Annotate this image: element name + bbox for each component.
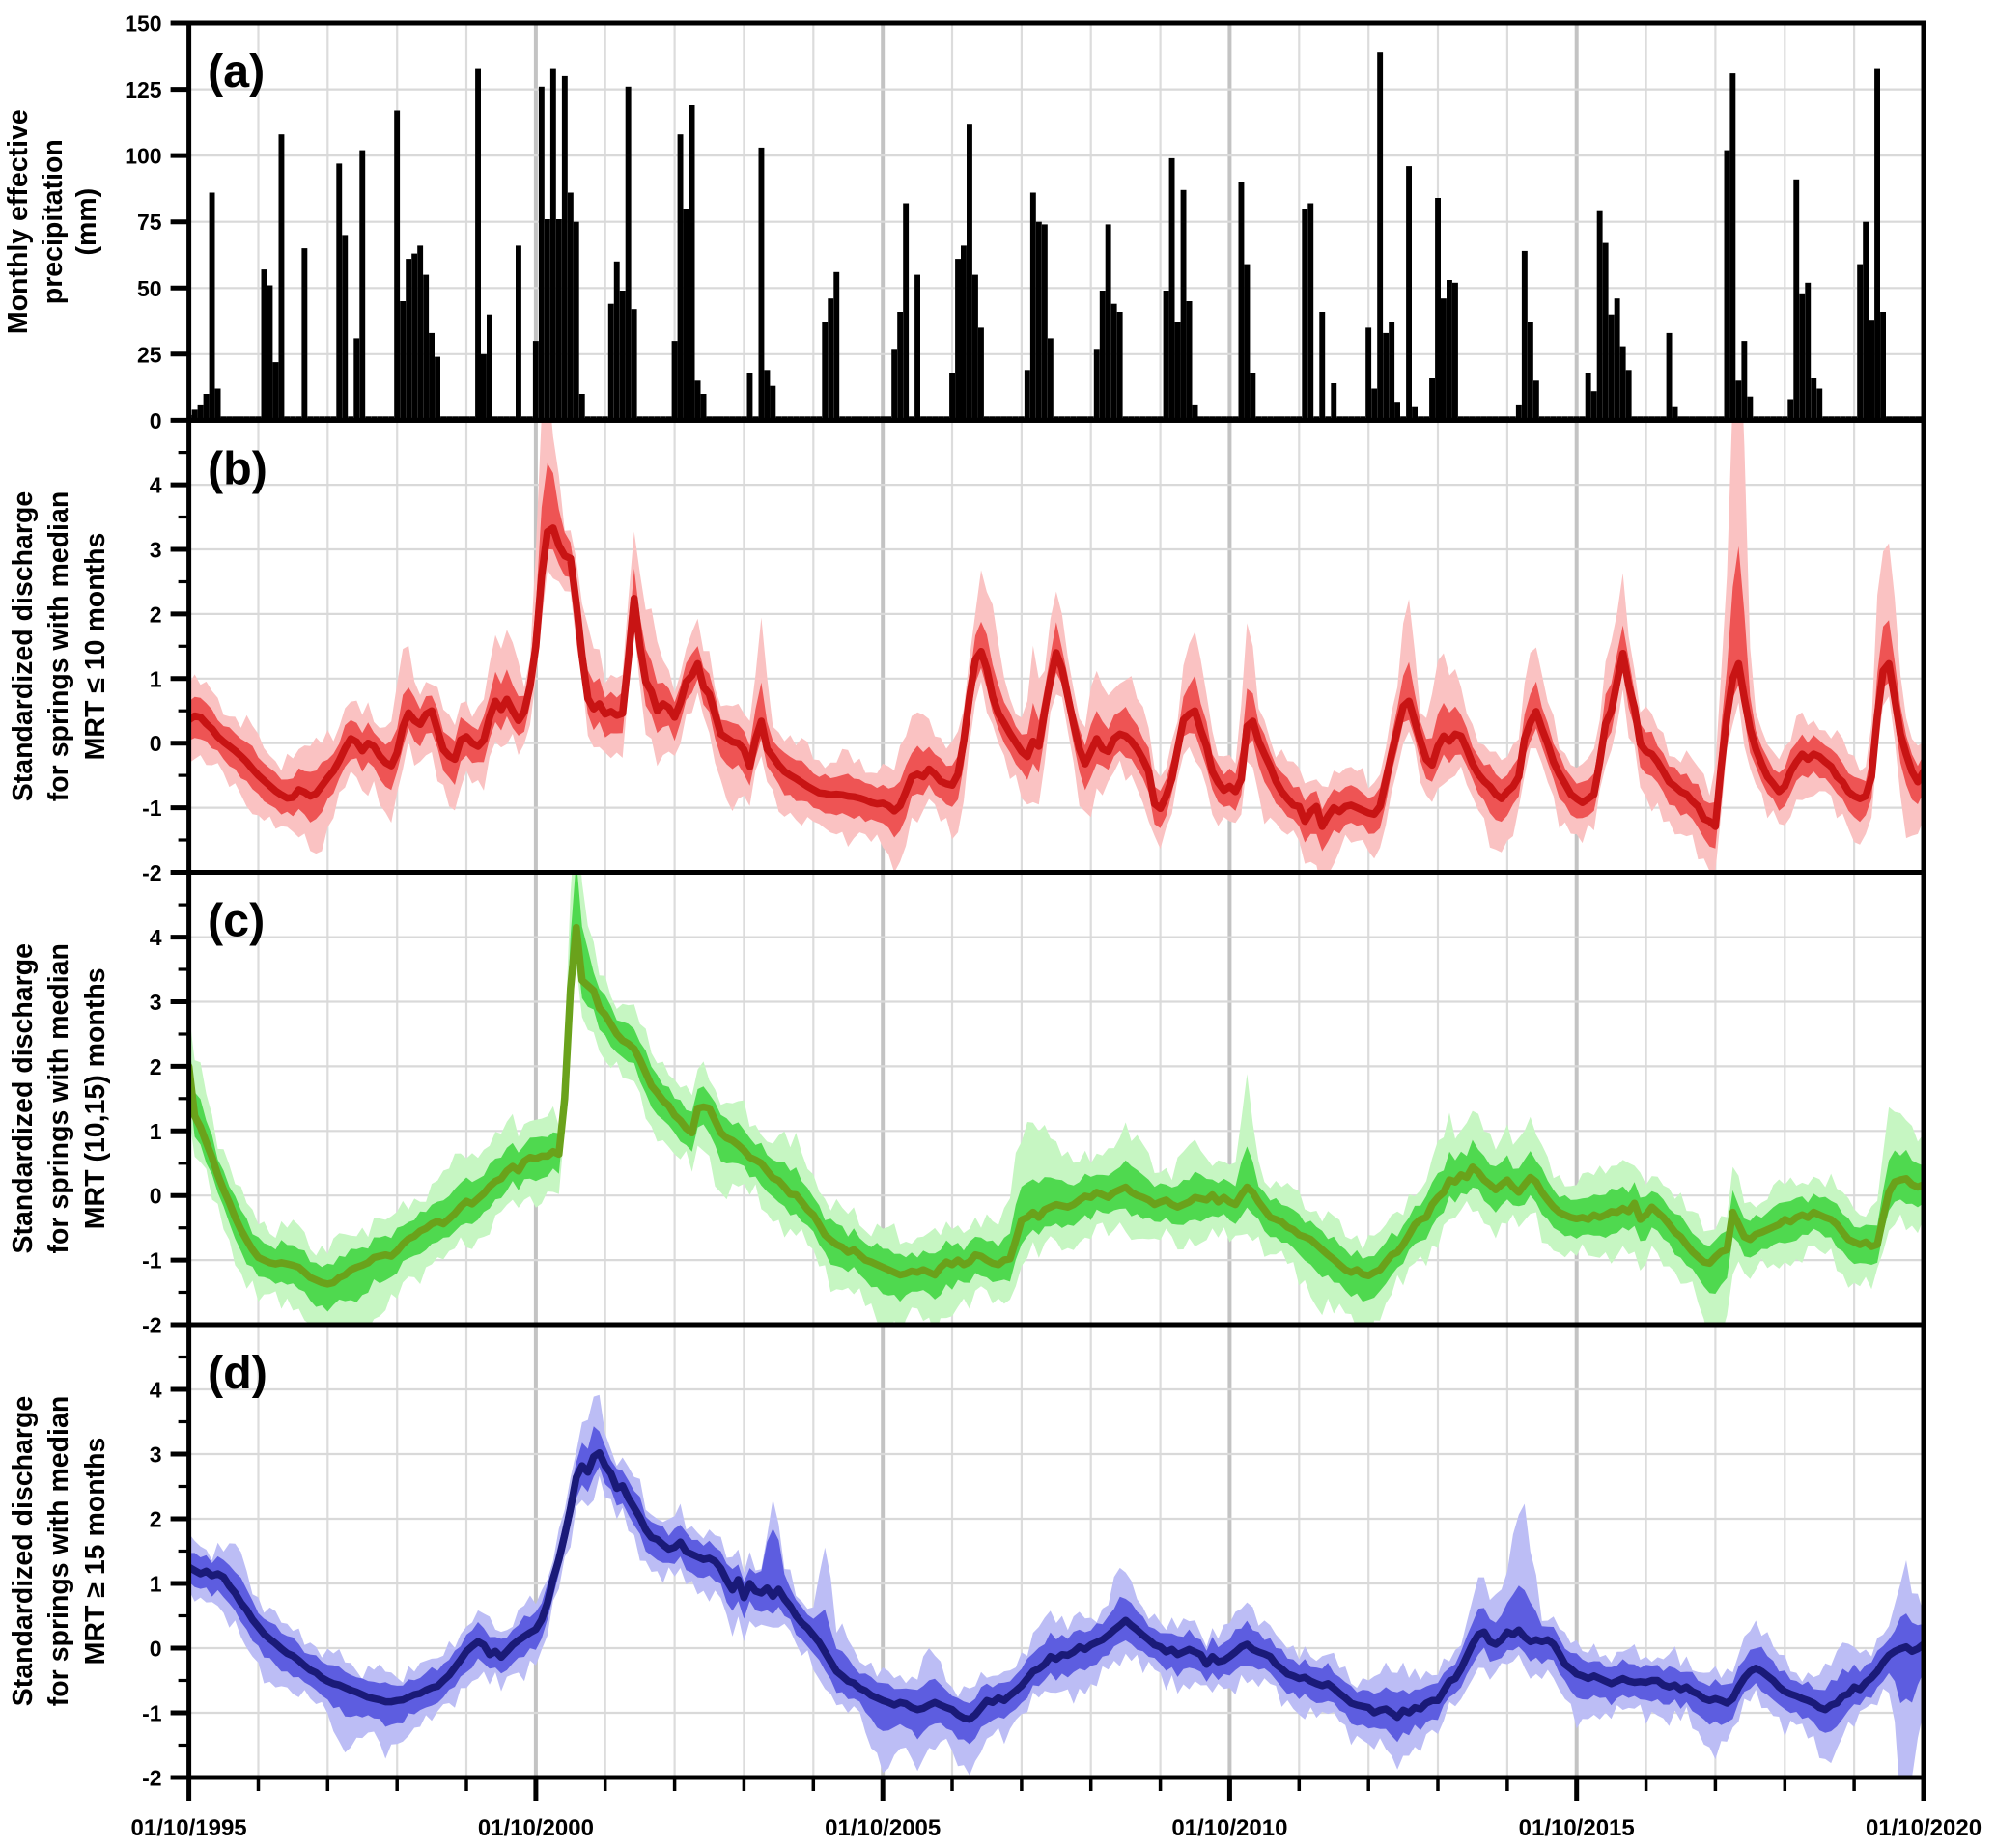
svg-text:01/10/2000: 01/10/2000 xyxy=(478,1815,594,1841)
svg-text:4: 4 xyxy=(150,1378,162,1403)
svg-text:150: 150 xyxy=(125,12,161,37)
svg-text:01/10/2015: 01/10/2015 xyxy=(1519,1815,1635,1841)
svg-text:1: 1 xyxy=(150,1572,162,1597)
svg-text:0: 0 xyxy=(150,1184,162,1209)
svg-text:-2: -2 xyxy=(142,1313,161,1338)
svg-text:(b): (b) xyxy=(208,443,267,495)
svg-text:for springs with median: for springs with median xyxy=(43,491,74,801)
svg-text:2: 2 xyxy=(150,1507,162,1532)
svg-text:(mm): (mm) xyxy=(71,188,102,256)
svg-text:25: 25 xyxy=(137,342,162,367)
svg-text:Standardized discharge: Standardized discharge xyxy=(8,1396,39,1707)
svg-text:3: 3 xyxy=(150,1442,162,1468)
svg-text:2: 2 xyxy=(150,1054,162,1079)
svg-text:1: 1 xyxy=(150,666,162,691)
svg-text:0: 0 xyxy=(150,731,162,756)
svg-text:0: 0 xyxy=(150,408,162,434)
svg-text:125: 125 xyxy=(125,77,162,102)
svg-text:01/10/1995: 01/10/1995 xyxy=(131,1815,247,1841)
svg-text:MRT (10,15) months: MRT (10,15) months xyxy=(80,967,111,1229)
svg-text:Monthly effective: Monthly effective xyxy=(3,109,34,334)
svg-text:50: 50 xyxy=(137,276,162,301)
svg-text:MRT ≤ 10 months: MRT ≤ 10 months xyxy=(80,533,111,761)
svg-text:3: 3 xyxy=(150,538,162,563)
svg-text:01/10/2020: 01/10/2020 xyxy=(1866,1815,1982,1841)
svg-text:1: 1 xyxy=(150,1119,162,1144)
svg-text:2: 2 xyxy=(150,602,162,627)
svg-text:-2: -2 xyxy=(142,860,161,885)
svg-text:-1: -1 xyxy=(142,1248,162,1274)
svg-text:(c): (c) xyxy=(208,895,265,947)
svg-text:for springs with median: for springs with median xyxy=(43,943,74,1253)
svg-text:01/10/2005: 01/10/2005 xyxy=(825,1815,941,1841)
svg-text:MRT ≥ 15 months: MRT ≥ 15 months xyxy=(80,1438,111,1666)
svg-text:0: 0 xyxy=(150,1637,162,1662)
svg-text:100: 100 xyxy=(125,144,161,169)
svg-text:-1: -1 xyxy=(142,1701,162,1726)
svg-text:-1: -1 xyxy=(142,796,162,821)
svg-text:Standardized discharge: Standardized discharge xyxy=(8,491,39,802)
svg-text:4: 4 xyxy=(150,925,162,950)
svg-text:01/10/2010: 01/10/2010 xyxy=(1171,1815,1287,1841)
svg-text:(d): (d) xyxy=(208,1347,267,1399)
svg-text:75: 75 xyxy=(137,210,162,235)
svg-text:3: 3 xyxy=(150,990,162,1015)
svg-text:precipitation: precipitation xyxy=(38,139,69,304)
svg-text:4: 4 xyxy=(150,473,162,498)
svg-text:Standardized discharge: Standardized discharge xyxy=(8,943,39,1254)
svg-text:(a): (a) xyxy=(208,45,265,98)
svg-text:for springs with median: for springs with median xyxy=(43,1396,74,1706)
svg-text:-2: -2 xyxy=(142,1766,161,1791)
